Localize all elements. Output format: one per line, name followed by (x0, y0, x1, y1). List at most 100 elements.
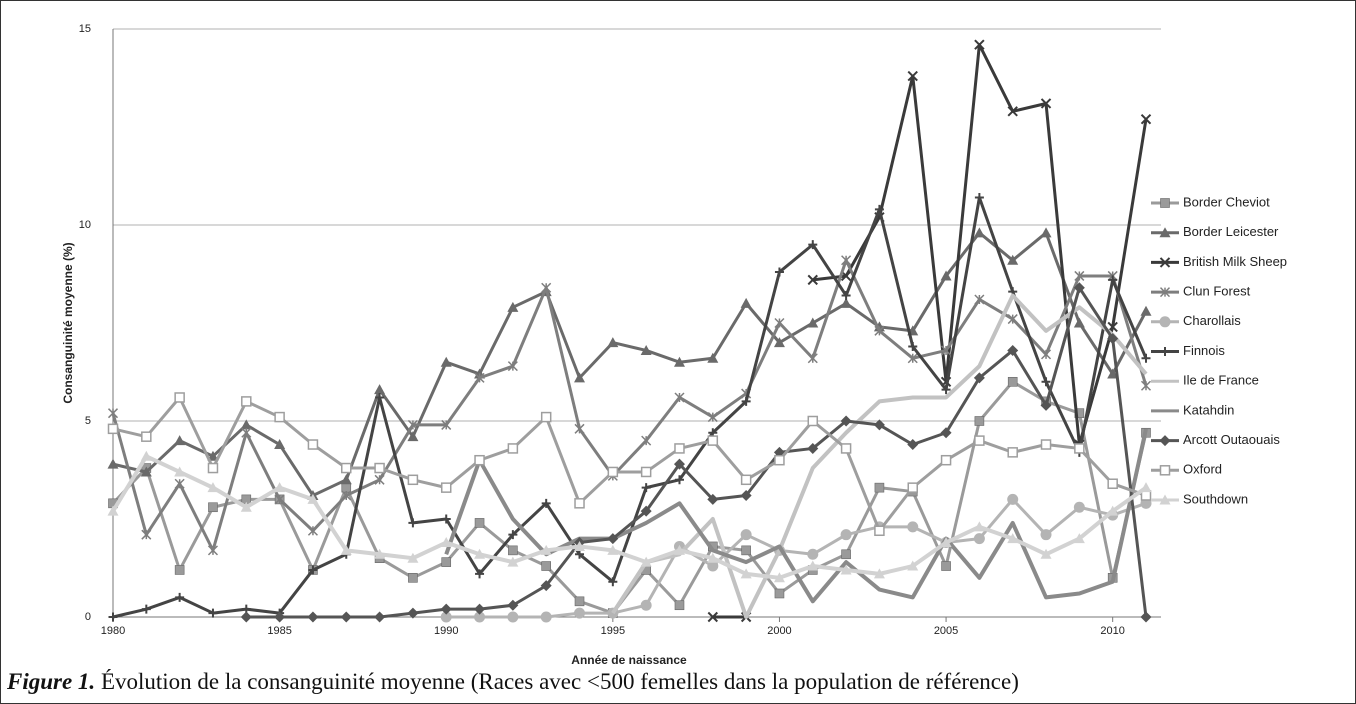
marker (274, 611, 286, 623)
marker (241, 396, 252, 407)
marker (274, 411, 285, 423)
marker (740, 529, 752, 541)
marker (1074, 443, 1085, 454)
marker (1107, 333, 1119, 345)
marker (341, 462, 352, 474)
marker (907, 521, 919, 533)
x-tick-label: 2010 (1100, 625, 1124, 637)
marker (107, 458, 119, 469)
marker (1159, 465, 1171, 476)
marker (1040, 227, 1052, 238)
chart: Consanguinité moyenne (%) Année de naiss… (61, 23, 1287, 667)
marker (1040, 548, 1052, 559)
marker (107, 408, 119, 419)
series-line (112, 395, 1147, 533)
marker (941, 345, 952, 356)
marker (740, 489, 752, 501)
marker (107, 505, 119, 516)
marker (874, 482, 885, 493)
marker (307, 493, 319, 504)
marker (574, 596, 585, 607)
marker (640, 556, 652, 567)
marker (707, 611, 719, 623)
marker (1159, 494, 1171, 505)
marker (441, 514, 451, 524)
marker (774, 588, 785, 599)
marker (740, 474, 752, 486)
marker (475, 569, 485, 579)
x-tick-label: 1995 (601, 625, 625, 637)
marker (474, 548, 486, 559)
series-line (111, 454, 1148, 580)
marker (207, 450, 219, 461)
series-line (246, 286, 1148, 619)
marker (440, 603, 452, 615)
marker (807, 415, 819, 427)
marker (407, 552, 419, 563)
marker (1159, 287, 1171, 298)
marker (175, 592, 185, 602)
marker (508, 530, 518, 540)
marker (507, 599, 519, 611)
marker (907, 560, 919, 571)
marker (974, 294, 985, 305)
marker (174, 466, 186, 477)
marker (907, 439, 919, 451)
marker (1007, 106, 1018, 117)
marker (307, 525, 318, 536)
marker (740, 297, 752, 308)
marker (607, 544, 619, 555)
marker (707, 352, 719, 363)
marker (1140, 482, 1152, 493)
marker (108, 612, 118, 622)
marker (374, 384, 386, 395)
series-line (611, 293, 1148, 619)
marker (440, 482, 452, 493)
marker (840, 529, 852, 541)
marker (207, 462, 219, 474)
marker (641, 483, 651, 493)
marker (1140, 380, 1152, 391)
marker (940, 454, 952, 466)
marker (341, 482, 352, 493)
marker (274, 494, 285, 505)
marker (407, 431, 419, 442)
marker (574, 498, 585, 509)
marker (541, 282, 552, 293)
marker (607, 337, 619, 348)
marker (1007, 447, 1018, 458)
marker (840, 415, 852, 427)
marker (440, 611, 452, 623)
marker (1073, 501, 1085, 513)
marker (808, 240, 818, 250)
marker (140, 450, 152, 461)
legend-label: Border Leicester (1183, 224, 1279, 239)
caption-label: Figure 1. (7, 669, 96, 694)
marker (874, 325, 885, 336)
y-tick-label: 15 (79, 23, 91, 35)
marker (141, 529, 152, 540)
marker (374, 611, 386, 623)
marker (575, 549, 585, 559)
marker (1159, 316, 1171, 328)
x-axis-label: Année de naissance (571, 653, 687, 667)
marker (1073, 317, 1085, 328)
marker (907, 482, 918, 493)
marker (1040, 399, 1052, 411)
marker (407, 419, 418, 430)
marker (240, 501, 252, 512)
marker (974, 435, 985, 446)
marker (408, 518, 418, 528)
marker (274, 439, 286, 450)
marker (374, 462, 385, 474)
marker (574, 540, 586, 551)
marker (807, 442, 819, 454)
series-line (111, 380, 1148, 615)
marker (1140, 490, 1152, 501)
marker (540, 611, 552, 623)
marker (673, 544, 685, 555)
marker (1007, 376, 1018, 387)
series-line (112, 196, 1148, 619)
marker (640, 344, 652, 355)
marker (407, 474, 419, 486)
